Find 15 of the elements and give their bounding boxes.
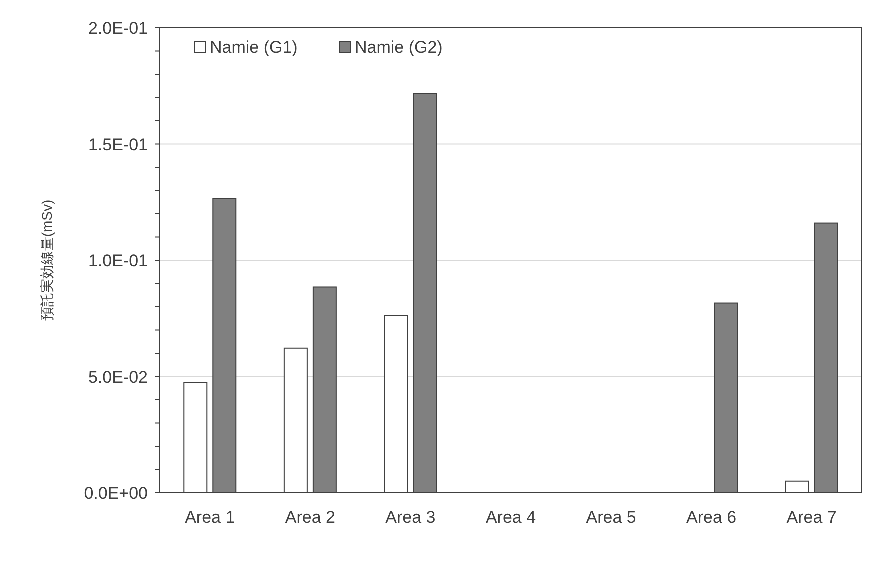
y-axis-title: 預託実効線量(mSv) xyxy=(39,200,55,322)
x-tick-label: Area 5 xyxy=(586,508,636,527)
x-tick-label: Area 4 xyxy=(486,508,536,527)
y-tick-label: 2.0E-01 xyxy=(88,19,148,38)
x-tick-label: Area 7 xyxy=(786,508,837,527)
y-tick-label: 1.5E-01 xyxy=(88,135,148,154)
y-tick-label: 0.0E+00 xyxy=(84,484,148,503)
x-tick-label: Area 6 xyxy=(686,508,737,527)
x-tick-label: Area 1 xyxy=(185,508,236,527)
x-tick-label: Area 3 xyxy=(386,508,436,527)
y-tick-label: 1.0E-01 xyxy=(88,252,148,270)
legend-label: Namie (G2) xyxy=(355,38,443,57)
x-tick-label: Area 2 xyxy=(285,508,336,527)
legend-label: Namie (G1) xyxy=(210,38,298,57)
y-tick-label: 5.0E-02 xyxy=(88,368,148,387)
